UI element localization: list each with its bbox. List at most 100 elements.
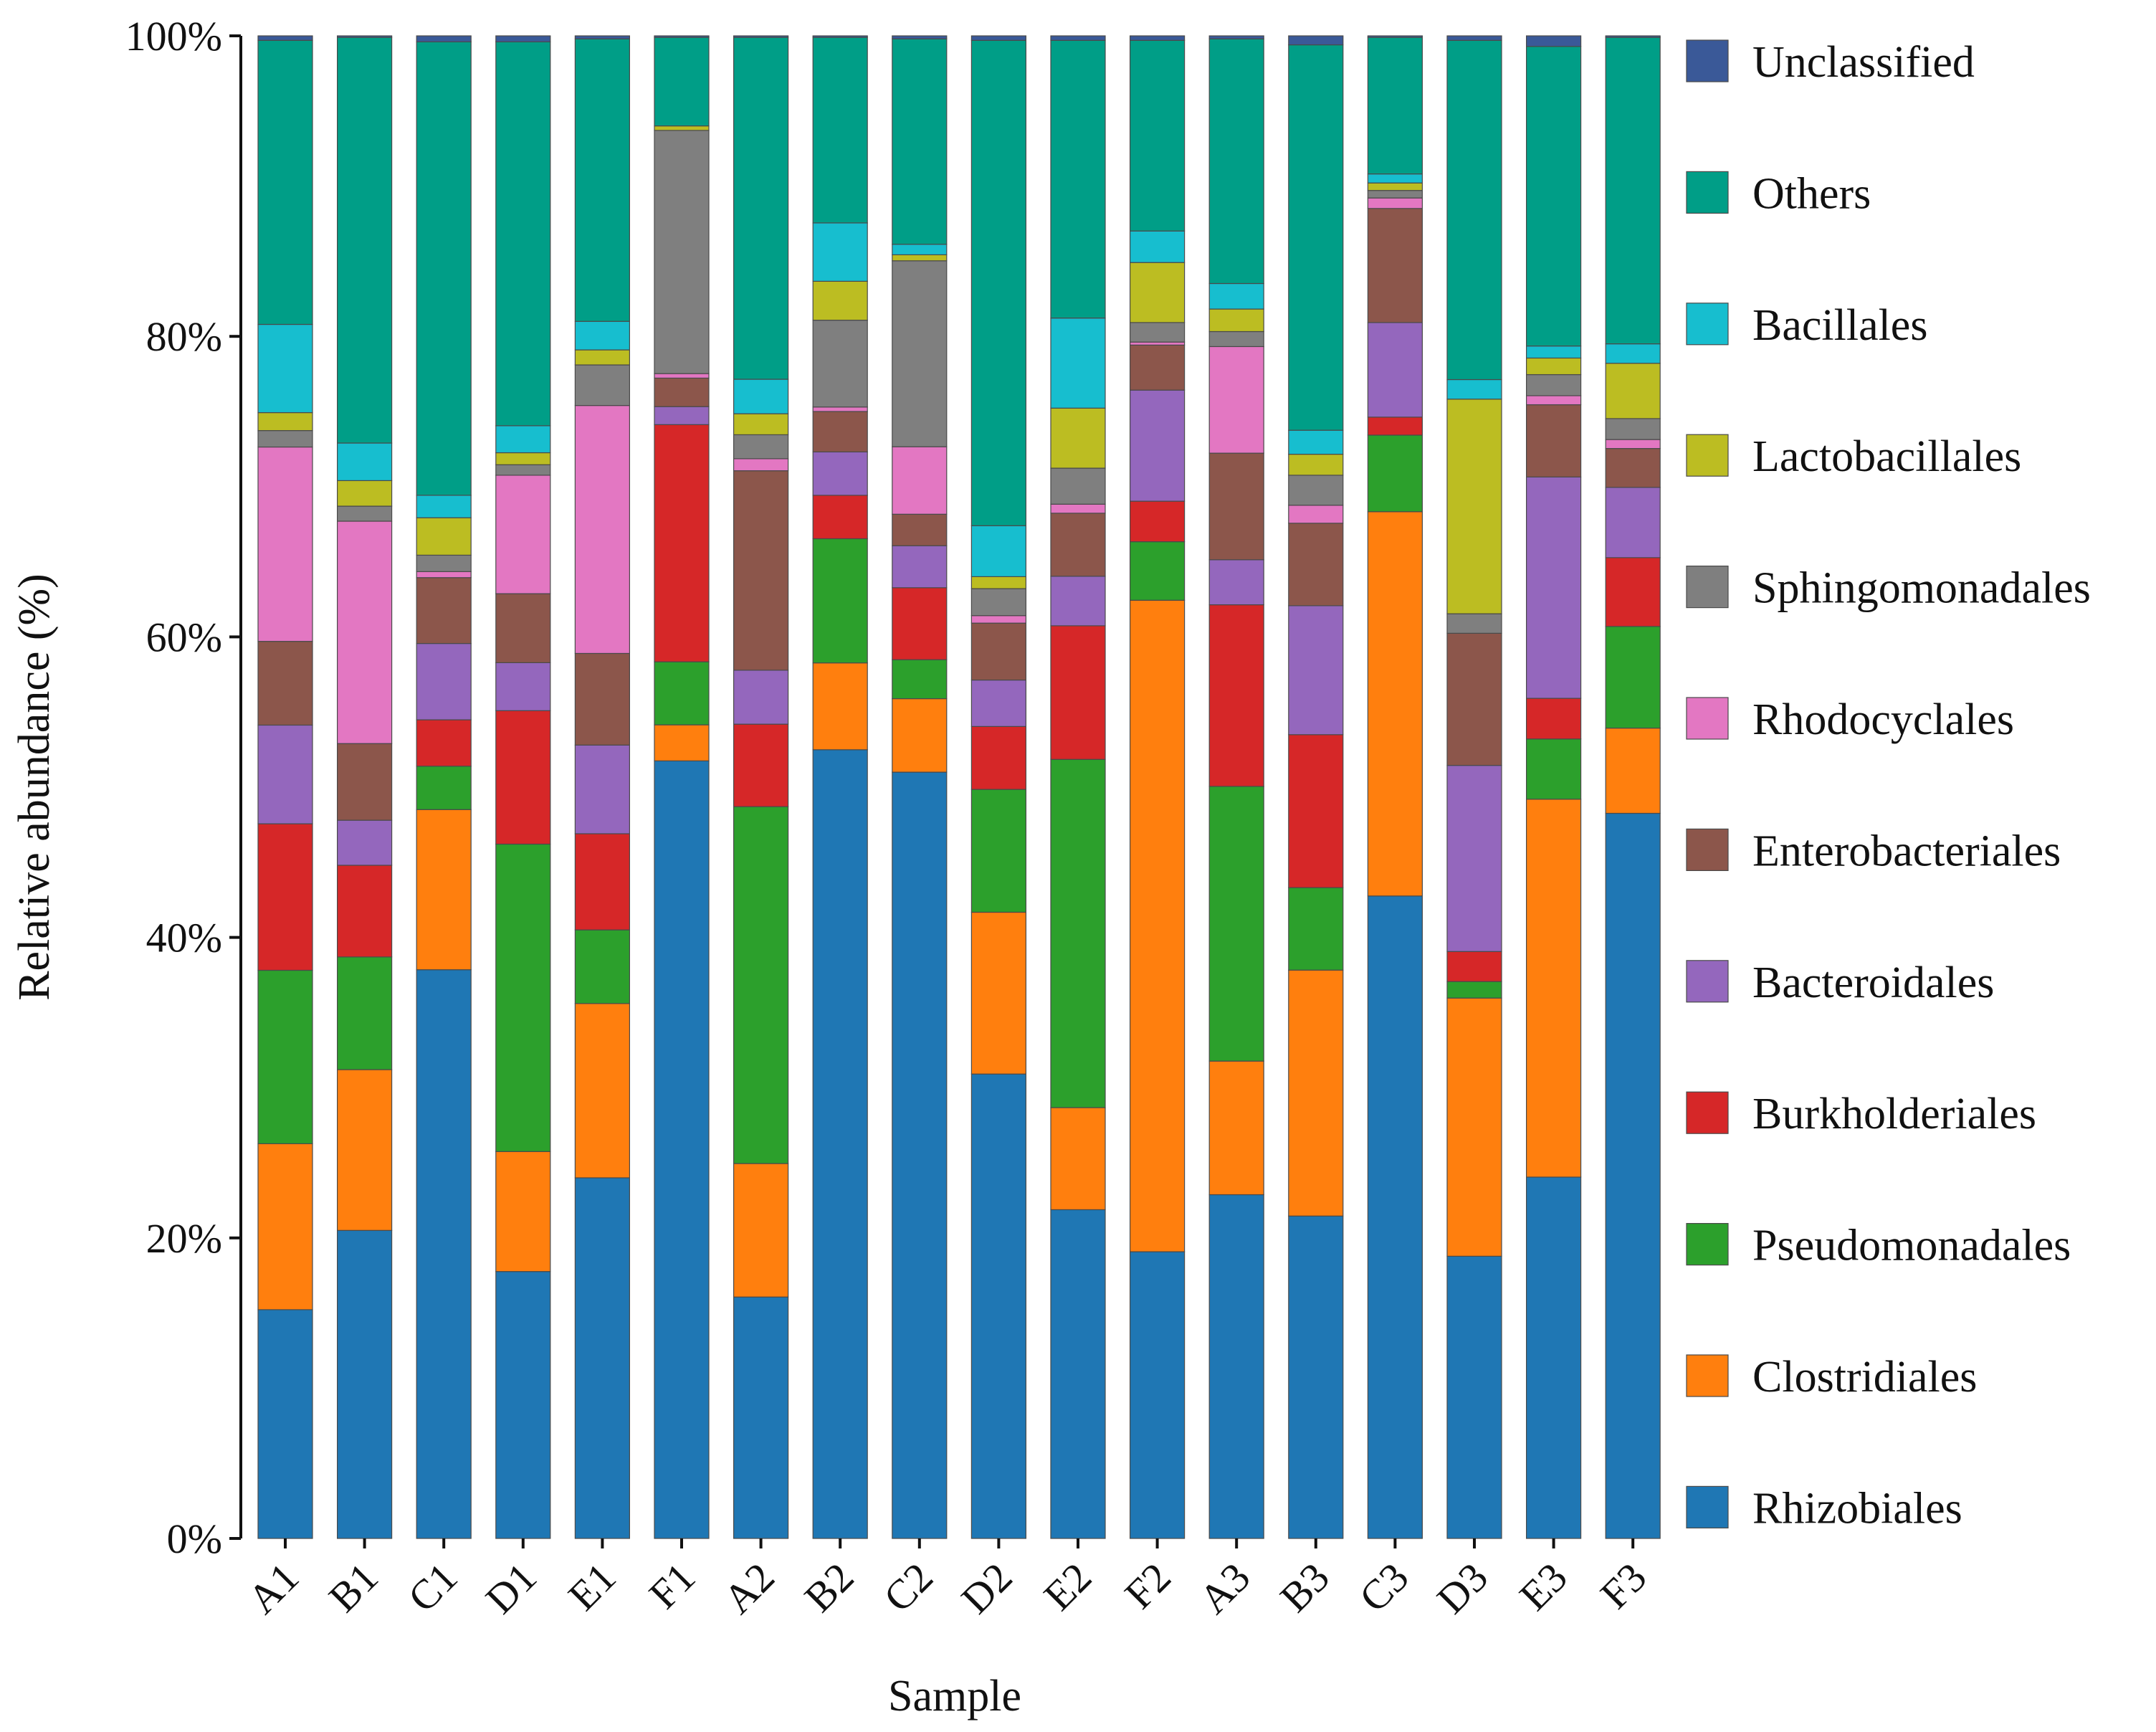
- bar-segment-B1-others: [337, 37, 393, 444]
- bar-segment-D1-burkholderiales: [495, 710, 551, 845]
- bar-segment-F3-rhodocyclales: [1605, 439, 1661, 449]
- bar-segment-B1-pseudomonadales: [337, 956, 393, 1070]
- bar-segment-D2-lactobacillales: [970, 576, 1027, 589]
- legend-item-unclassified: Unclassified: [1686, 38, 1975, 87]
- bar-segment-A2-sphingomonadales: [733, 434, 789, 460]
- bar-segment-F3-others: [1605, 37, 1661, 345]
- bar-segment-A1-clostridiales: [257, 1143, 313, 1310]
- bar-segment-C1-unclassified: [416, 35, 472, 42]
- bar-segment-F1-sphingomonadales: [654, 130, 710, 374]
- bar-segment-C3-rhodocyclales: [1367, 197, 1423, 209]
- bar-segment-A3-burkholderiales: [1208, 604, 1264, 787]
- bar-segment-D1-rhodocyclales: [495, 475, 551, 594]
- bar-segment-C2-clostridiales: [892, 698, 948, 773]
- bar-segment-E1-bacillales: [574, 320, 631, 351]
- bar-segment-A2-bacteroidales: [733, 670, 789, 725]
- x-tick-label-B1: B1: [320, 1553, 387, 1621]
- bar-stack-F1: [654, 35, 710, 1539]
- bar-segment-A1-enterobacteriales: [257, 641, 313, 726]
- bar-segment-B2-unclassified: [812, 35, 868, 38]
- bar-segment-B1-rhizobiales: [337, 1229, 393, 1539]
- bar-segment-C1-enterobacteriales: [416, 577, 472, 644]
- bar-segment-F2-others: [1129, 39, 1186, 232]
- legend-label-bacteroidales: Bacteroidales: [1752, 958, 1994, 1007]
- legend-label-clostridiales: Clostridiales: [1752, 1353, 1977, 1402]
- bar-stack-F3: [1605, 35, 1661, 1539]
- bar-stack-C3: [1367, 35, 1423, 1539]
- bar-segment-C1-lactobacillales: [416, 517, 472, 556]
- x-tick-label-A3: A3: [1190, 1553, 1259, 1622]
- x-tick-label-D2: D2: [953, 1553, 1021, 1622]
- legend-swatch-rhizobiales: [1686, 1485, 1729, 1528]
- bar-segment-D2-clostridiales: [970, 911, 1027, 1075]
- legend-swatch-clostridiales: [1686, 1354, 1729, 1397]
- bar-segment-E2-enterobacteriales: [1050, 513, 1106, 577]
- bar-segment-C1-others: [416, 41, 472, 496]
- bar-stack-A1: [257, 35, 313, 1539]
- bar-segment-F1-lactobacillales: [654, 125, 710, 131]
- x-tick-label-F1: F1: [640, 1553, 704, 1617]
- bar-segment-B3-unclassified: [1288, 35, 1344, 46]
- bar-segment-E1-bacteroidales: [574, 744, 631, 834]
- bar-segment-A2-others: [733, 37, 789, 380]
- bar-segment-C3-bacillales: [1367, 173, 1423, 184]
- bar-segment-F2-unclassified: [1129, 35, 1186, 41]
- bar-segment-D3-lactobacillales: [1446, 399, 1502, 614]
- bar-segment-C1-bacillales: [416, 495, 472, 518]
- bar-segment-B2-enterobacteriales: [812, 411, 868, 452]
- x-tick-label-B2: B2: [796, 1553, 863, 1621]
- bar-segment-C3-enterobacteriales: [1367, 208, 1423, 323]
- bar-stack-D1: [495, 35, 551, 1539]
- bar-segment-D1-enterobacteriales: [495, 593, 551, 663]
- legend-item-rhizobiales: Rhizobiales: [1686, 1484, 1962, 1533]
- bar-segment-B1-burkholderiales: [337, 865, 393, 958]
- bar-segment-E2-bacteroidales: [1050, 576, 1106, 627]
- bar-segment-A2-bacillales: [733, 379, 789, 414]
- bar-segment-F3-sphingomonadales: [1605, 418, 1661, 440]
- bar-stack-B2: [812, 35, 868, 1539]
- y-tick-label: 60%: [146, 614, 222, 660]
- legend-label-bacillales: Bacillales: [1752, 301, 1927, 350]
- bar-segment-A3-bacteroidales: [1208, 559, 1264, 606]
- bar-segment-B3-enterobacteriales: [1288, 523, 1344, 606]
- bar-segment-B2-rhizobiales: [812, 749, 868, 1539]
- bar-segment-A2-burkholderiales: [733, 723, 789, 807]
- bar-segment-E1-unclassified: [574, 35, 631, 39]
- bar-segment-B1-enterobacteriales: [337, 743, 393, 821]
- bar-segment-D2-rhodocyclales: [970, 615, 1027, 624]
- bar-stack-D2: [970, 35, 1027, 1539]
- bar-segment-F2-pseudomonadales: [1129, 541, 1186, 601]
- bar-segment-C1-sphingomonadales: [416, 554, 472, 572]
- bar-segment-D1-sphingomonadales: [495, 464, 551, 476]
- bar-segment-B1-lactobacillales: [337, 480, 393, 507]
- bar-segment-B1-bacteroidales: [337, 819, 393, 866]
- bar-stack-F2: [1129, 35, 1186, 1539]
- bar-segment-A2-rhizobiales: [733, 1296, 789, 1539]
- bar-segment-B1-unclassified: [337, 35, 393, 38]
- legend-item-lactobacillales: Lactobacillales: [1686, 432, 2021, 481]
- bar-segment-B3-pseudomonadales: [1288, 887, 1344, 971]
- bar-segment-C1-pseudomonadales: [416, 766, 472, 810]
- x-tick-label-A2: A2: [715, 1553, 783, 1622]
- bar-segment-F3-clostridiales: [1605, 728, 1661, 814]
- bar-segment-A3-sphingomonadales: [1208, 330, 1264, 348]
- bar-segment-D3-clostridiales: [1446, 997, 1502, 1257]
- legend-label-enterobacteriales: Enterobacteriales: [1752, 827, 2061, 875]
- y-axis-title: Relative abundance (%): [10, 574, 59, 1001]
- x-tick-label-F2: F2: [1116, 1553, 1180, 1617]
- bar-segment-D2-bacteroidales: [970, 679, 1027, 727]
- bar-stack-D3: [1446, 35, 1502, 1539]
- bar-stack-E2: [1050, 35, 1106, 1539]
- bar-segment-E2-lactobacillales: [1050, 407, 1106, 469]
- bar-segment-C2-burkholderiales: [892, 587, 948, 660]
- bar-segment-B3-rhodocyclales: [1288, 505, 1344, 524]
- bar-segment-C3-bacteroidales: [1367, 322, 1423, 418]
- bar-segment-A1-burkholderiales: [257, 823, 313, 971]
- bar-segment-D3-enterobacteriales: [1446, 632, 1502, 766]
- bar-segment-B2-sphingomonadales: [812, 320, 868, 408]
- y-tick-label: 100%: [125, 13, 222, 60]
- bar-segment-D1-clostridiales: [495, 1151, 551, 1272]
- bar-segment-B3-bacteroidales: [1288, 605, 1344, 736]
- bar-segment-A1-bacteroidales: [257, 724, 313, 824]
- legend-item-bacillales: Bacillales: [1686, 301, 1927, 350]
